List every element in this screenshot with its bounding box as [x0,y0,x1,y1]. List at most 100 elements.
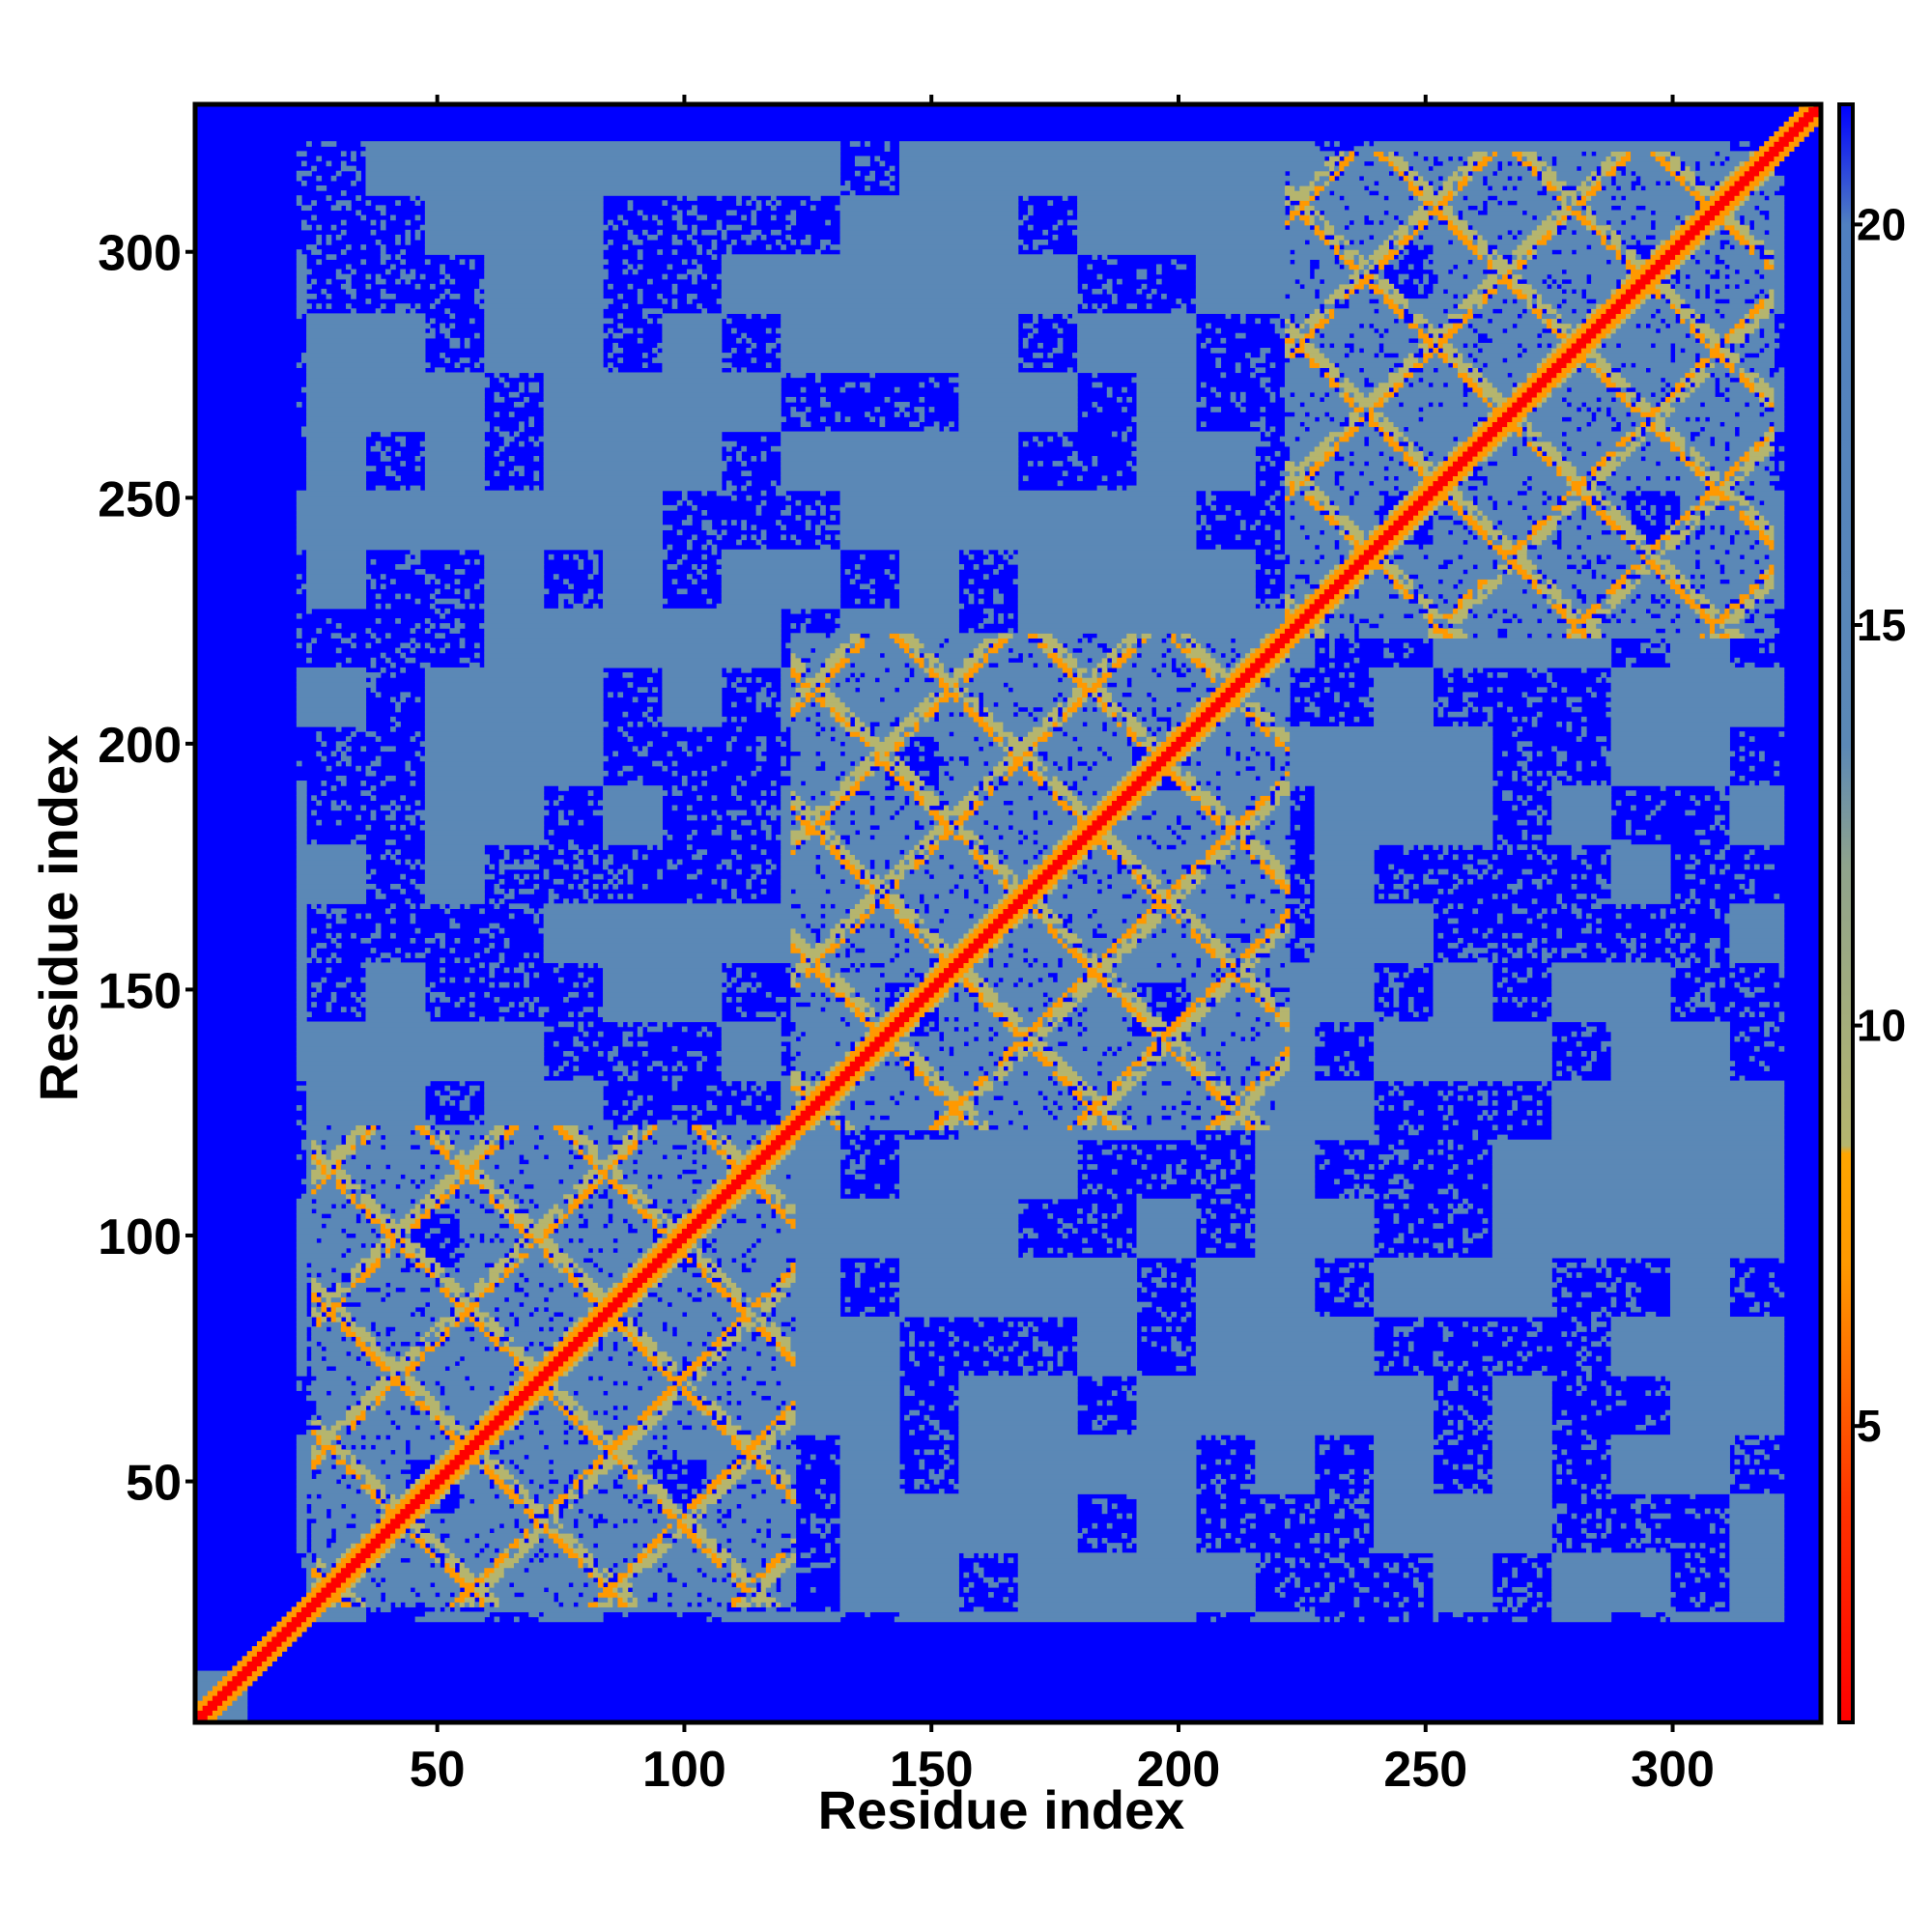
heatmap-cell [776,1365,900,1372]
heatmap-cell [459,1257,500,1264]
heatmap-cell [370,1484,386,1490]
heatmap-cell [692,1208,702,1214]
heatmap-cell [696,1242,702,1249]
heatmap-cell [484,1110,604,1116]
heatmap-cell [1694,1602,1701,1607]
heatmap-cell [459,1218,510,1224]
heatmap-cell [330,1306,337,1313]
heatmap-cell [1596,1508,1602,1515]
heatmap-cell [839,1581,959,1588]
heatmap-cell [1378,1242,1384,1249]
heatmap-cell [296,1296,307,1303]
heatmap-cell [311,1597,327,1603]
heatmap-cell [435,1435,445,1440]
heatmap-cell [978,1099,1014,1106]
heatmap-cell [311,1493,317,1499]
heatmap-cell [587,1183,599,1190]
heatmap-cell [652,1424,664,1431]
heatmap-cell [296,1527,307,1534]
heatmap-cell [1492,1454,1557,1461]
heatmap-cell [894,1616,1197,1623]
heatmap-cell [657,1218,664,1224]
heatmap-cell [1433,1242,1444,1249]
heatmap-cell [1769,1435,1776,1440]
heatmap-cell [711,1272,727,1278]
heatmap-cell [1393,1213,1400,1219]
heatmap-cell [568,1277,580,1283]
heatmap-cell [681,1532,688,1539]
heatmap-cell [725,1105,732,1111]
heatmap-cell [582,1489,589,1494]
heatmap-cell [489,1592,496,1598]
heatmap-cell [340,1439,407,1445]
heatmap-cell [746,1149,753,1155]
heatmap-cell [731,1193,742,1200]
heatmap-cell [440,1419,456,1426]
heatmap-cell [1463,1409,1468,1416]
heatmap-cell [360,1355,372,1362]
heatmap-cell [424,1124,431,1131]
heatmap-cell [557,1203,569,1209]
heatmap-cell [232,1675,248,1682]
heatmap-cell [835,1099,841,1106]
heatmap-cell [978,1094,994,1101]
heatmap-cell [815,1080,821,1087]
heatmap-cell [296,1449,312,1456]
heatmap-cell [839,1468,900,1475]
heatmap-cell [474,1233,480,1239]
heatmap-cell [563,1400,580,1406]
heatmap-cell [311,1581,317,1588]
heatmap-cell [632,1267,643,1273]
heatmap-cell [1556,1527,1563,1534]
heatmap-cell [1334,1527,1340,1534]
heatmap-cell [380,1341,391,1348]
heatmap-cell [1171,1115,1192,1121]
heatmap-cell [375,1405,401,1411]
heatmap-cell [627,1577,668,1583]
heatmap-cell [508,1468,520,1475]
heatmap-cell [820,1493,826,1499]
heatmap-cell [375,1213,391,1219]
heatmap-cell [1393,1174,1405,1180]
heatmap-cell [627,1144,639,1151]
heatmap-cell [671,1370,678,1377]
heatmap-cell [503,1522,515,1529]
heatmap-cell [1482,1094,1489,1101]
heatmap-cell [400,1252,407,1259]
heatmap-cell [578,1543,584,1548]
heatmap-cell [706,1409,713,1416]
heatmap-cell [553,1370,564,1377]
heatmap-cell [760,1085,767,1092]
heatmap-cell [548,1532,559,1539]
heatmap-cell [479,1454,485,1461]
heatmap-cell [612,1198,629,1205]
heatmap-cell [435,1144,445,1151]
heatmap-cell [988,1346,994,1352]
heatmap-cell [805,1120,816,1126]
heatmap-cell [790,1336,900,1343]
heatmap-cell [923,1316,930,1322]
heatmap-cell [622,1139,634,1146]
heatmap-cell [731,1169,742,1175]
heatmap-cell [998,1316,1004,1322]
heatmap-cell [874,1183,881,1190]
heatmap-cell [835,1105,851,1111]
heatmap-cell [751,1326,757,1332]
heatmap-cell [519,1489,529,1494]
heatmap-cell [627,1336,634,1343]
heatmap-cell [1255,1198,1375,1205]
heatmap-cell [1176,1105,1197,1111]
heatmap-cell [296,1602,307,1607]
heatmap-cell [1066,1124,1073,1131]
heatmap-cell [805,1463,811,1470]
heatmap-cell [1669,1395,1785,1402]
heatmap-cell [508,1213,515,1219]
heatmap-cell [573,1198,584,1205]
heatmap-cell [711,1144,718,1151]
heatmap-cell [251,1646,263,1652]
heatmap-cell [1729,1581,1785,1588]
heatmap-cell [424,1484,440,1490]
heatmap-cell [641,1124,648,1131]
heatmap-cell [424,1400,440,1406]
heatmap-cell [1669,1301,1730,1308]
